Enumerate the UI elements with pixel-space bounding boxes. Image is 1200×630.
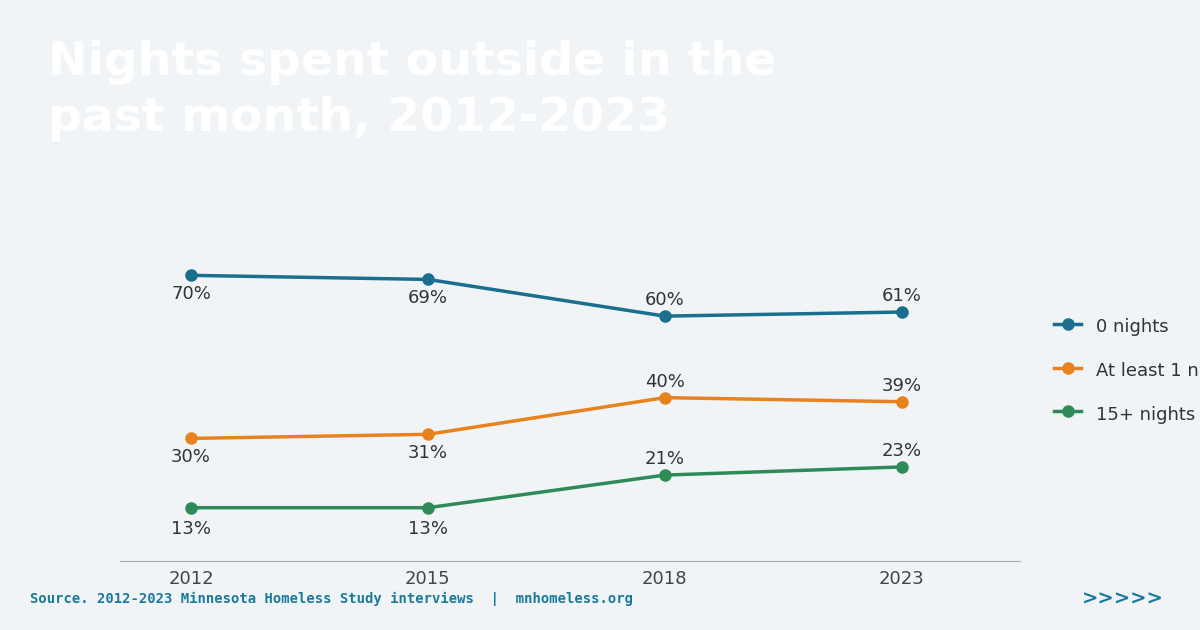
Text: 60%: 60% [644,291,685,309]
Text: 69%: 69% [408,289,448,307]
Text: 23%: 23% [882,442,922,460]
Text: >>>>>: >>>>> [1082,589,1164,609]
Text: 31%: 31% [408,444,448,462]
Legend: 0 nights, At least 1 night, 15+ nights: 0 nights, At least 1 night, 15+ nights [1048,308,1200,432]
Text: 30%: 30% [172,448,211,466]
Text: 13%: 13% [172,520,211,538]
Text: 13%: 13% [408,520,448,538]
Text: 40%: 40% [644,373,685,391]
Text: 21%: 21% [644,450,685,468]
Text: 70%: 70% [172,285,211,303]
Text: Source. 2012-2023 Minnesota Homeless Study interviews  |  mnhomeless.org: Source. 2012-2023 Minnesota Homeless Stu… [30,592,634,606]
Text: 61%: 61% [882,287,922,305]
Text: Nights spent outside in the
past month, 2012-2023: Nights spent outside in the past month, … [48,40,776,141]
Text: 39%: 39% [882,377,922,395]
